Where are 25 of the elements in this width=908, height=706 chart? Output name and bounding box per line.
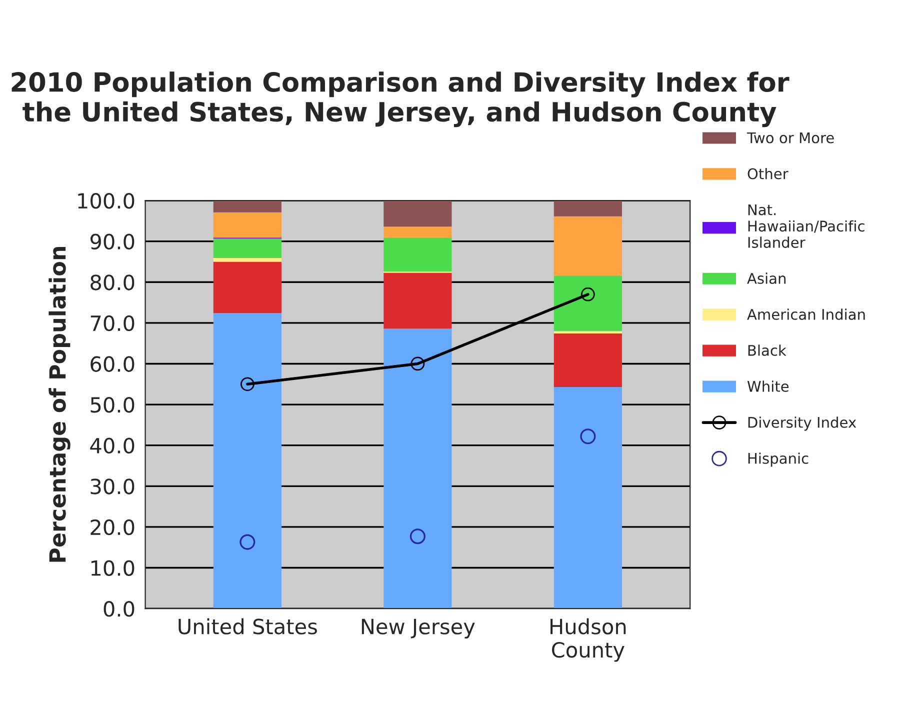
- y-tick-label: 90.0: [90, 234, 134, 250]
- legend-label: Diversity Index: [748, 416, 856, 431]
- y-tick-label: 70.0: [90, 315, 134, 332]
- legend-label: Asian: [747, 272, 786, 284]
- x-tick-label: Hudson County: [550, 618, 626, 662]
- y-tick-label: 30.0: [90, 478, 134, 494]
- y-tick-label: 10.0: [91, 560, 134, 576]
- y-axis-title: Percentage of Population: [48, 246, 70, 562]
- y-tick-label: 100.0: [78, 192, 134, 209]
- y-tick-label: 40.0: [90, 438, 134, 454]
- legend-label: Two or More: [746, 132, 834, 144]
- legend-label: White: [747, 380, 789, 392]
- legend-label: Black: [748, 344, 786, 356]
- y-tick-label: 50.0: [90, 396, 134, 413]
- x-tick-label: New Jersey: [362, 618, 475, 638]
- x-tick-label: United States: [178, 618, 317, 634]
- y-tick-label: 60.0: [90, 356, 134, 372]
- legend-label: Hispanic: [748, 452, 808, 467]
- y-tick-label: 80.0: [90, 274, 134, 290]
- legend-label: American Indian: [747, 308, 865, 320]
- legend-label: Nat. Hawaiian/Pacific Islander: [748, 204, 864, 248]
- chart-title: 2010 Population Comparison and Diversity Index for the United States, New Jersey, and Hudson County: [12, 72, 790, 128]
- y-tick-label: 0.0: [104, 601, 134, 617]
- legend-label: Other: [748, 168, 788, 180]
- y-tick-label: 20.0: [90, 519, 134, 536]
